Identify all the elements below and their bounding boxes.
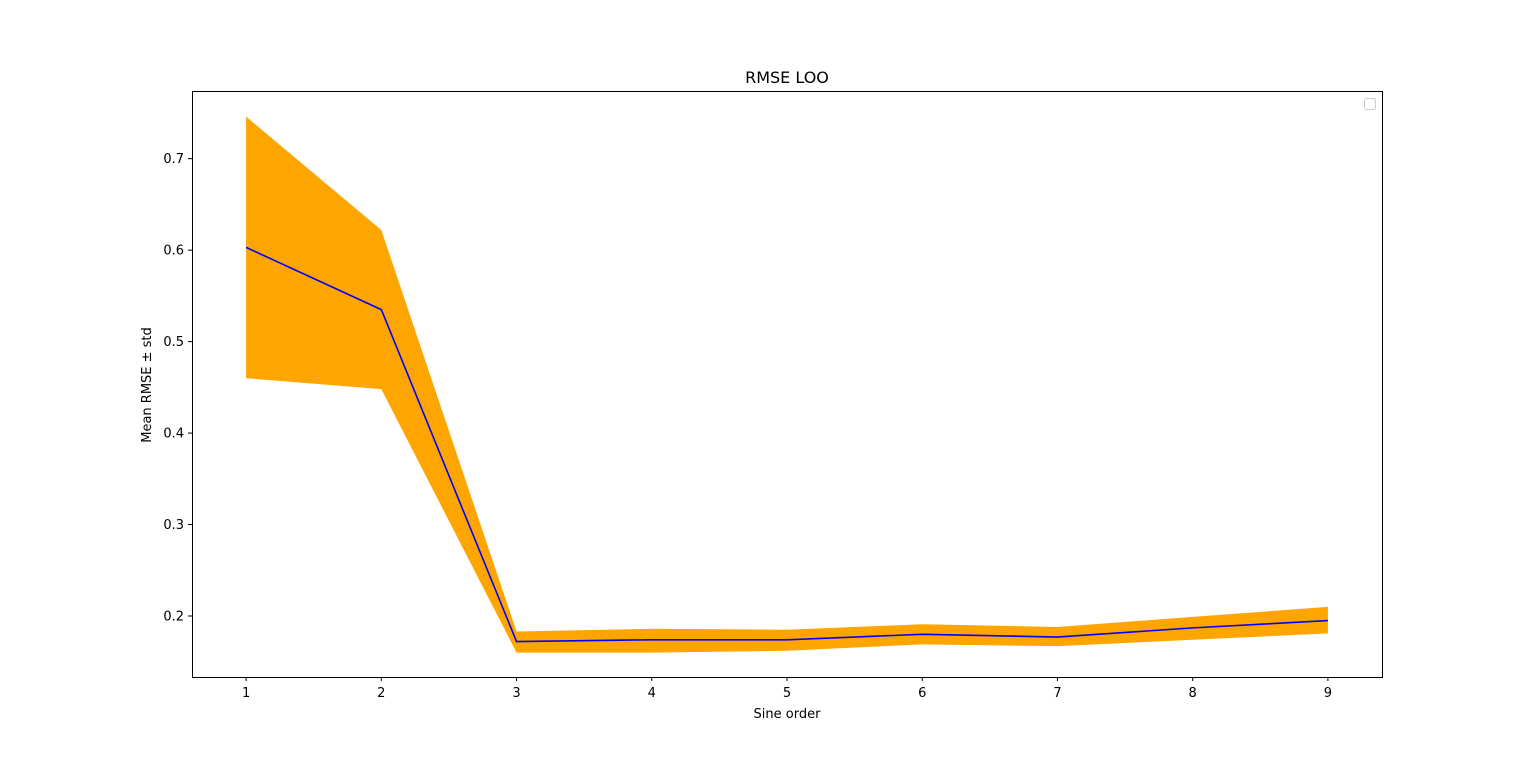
y-axis-ticks: 0.2 0.3 0.4 0.5 0.6 0.7: [163, 152, 192, 624]
x-tick-label: 4: [648, 686, 656, 701]
x-tick-label: 5: [783, 686, 791, 701]
x-tick-label: 8: [1189, 686, 1197, 701]
y-tick-label: 0.3: [163, 518, 184, 533]
x-tick-label: 7: [1053, 686, 1061, 701]
x-axis-label: Sine order: [754, 707, 822, 722]
chart-title: RMSE LOO: [745, 68, 829, 87]
plot-frame: [192, 91, 1383, 678]
x-tick-label: 9: [1324, 686, 1332, 701]
x-tick-label: 6: [918, 686, 926, 701]
y-tick-label: 0.2: [163, 609, 184, 624]
x-tick-label: 1: [242, 686, 250, 701]
y-axis-label: Mean RMSE ± std: [140, 327, 155, 443]
std-band: [246, 116, 1328, 653]
plot-area: [245, 116, 1328, 653]
y-tick-label: 0.6: [163, 244, 184, 259]
legend-box: [1364, 98, 1376, 110]
x-axis-ticks: 1 2 3 4 5 6 7 8 9: [242, 677, 1332, 701]
x-tick-label: 3: [512, 686, 520, 701]
y-tick-label: 0.4: [163, 427, 184, 442]
mean-rmse-line: [245, 246, 1328, 643]
y-tick-label: 0.7: [163, 152, 184, 167]
y-tick-label: 0.5: [163, 335, 184, 350]
x-tick-label: 2: [377, 686, 385, 701]
